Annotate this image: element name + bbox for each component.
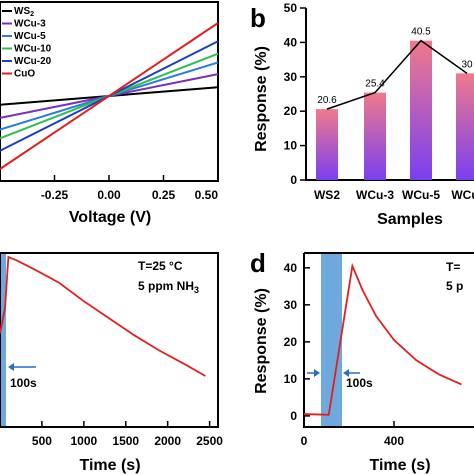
panel-b-y-ticks: 0 10 20 30 40 50	[284, 1, 306, 187]
legend-label-5: CuO	[14, 69, 35, 80]
panel-c-x-label: Time (s)	[79, 457, 140, 474]
b-ytick-label-0: 0	[290, 173, 297, 187]
b-xtick-label-0: WS2	[314, 188, 340, 202]
d-ytick-label-4: 40	[284, 261, 298, 275]
panel-d-y-label: Response (%)	[253, 288, 270, 394]
panel-d-arrowhead-left	[314, 369, 320, 377]
legend-label-3: WCu-10	[14, 44, 52, 55]
d-ytick-label-3: 30	[284, 298, 298, 312]
panel-b-x-ticks: WS2 WCu-3 WCu-5 WCu-	[314, 188, 474, 202]
a-xtick-label-3: 0.50	[195, 188, 219, 202]
b-ytick-label-5: 50	[284, 1, 298, 15]
b-xtick-label-3: WCu-	[451, 188, 474, 202]
bar-value-label-0: 20.6	[317, 95, 337, 106]
panel-d-curve	[303, 262, 462, 416]
response-line	[303, 262, 462, 416]
panel-d-x-ticks: 0400800	[301, 421, 474, 448]
d-ytick-label-0: 0	[290, 409, 297, 423]
response-line	[0, 255, 206, 377]
bar-2	[410, 40, 432, 181]
a-xtick-label-1: 0.00	[97, 188, 121, 202]
panel-d-exposure-label: 100s	[346, 376, 373, 390]
panel-d-x-label: Time (s)	[369, 457, 430, 474]
panel-a-x-label: Voltage (V)	[69, 209, 151, 226]
bar-3	[456, 73, 474, 180]
c-xtick-label-3: 2000	[154, 434, 181, 448]
c-xtick-label-1: 1000	[70, 434, 97, 448]
panel-b: b Response (%) 0 10 20 30 40 50 20.6 25.4 40.5 3…	[250, 1, 474, 228]
bar-0	[316, 109, 338, 180]
b-ytick-label-2: 20	[284, 104, 298, 118]
d-xtick-label-0: 0	[301, 434, 308, 448]
b-xtick-label-1: WCu-3	[356, 188, 394, 202]
b-xtick-label-2: WCu-5	[402, 188, 440, 202]
legend-label-2: WCu-5	[14, 31, 46, 42]
c-xtick-label-2: 1500	[112, 434, 139, 448]
panel-d-letter: d	[250, 248, 266, 278]
panel-d-arrowhead-right	[343, 369, 349, 377]
b-ytick-label-1: 10	[284, 139, 298, 153]
panel-b-x-label: Samples	[377, 211, 443, 228]
panel-d-temperature: T=	[446, 260, 460, 274]
legend-label-4: WCu-20	[14, 56, 52, 67]
b-ytick-label-4: 40	[284, 35, 298, 49]
panel-c-exposure-band	[0, 253, 6, 427]
panel-c-arrowhead	[8, 363, 14, 371]
panel-c: T=25 °C 5 ppm NH3 100s 500 1000 1500 2000 25…	[0, 252, 223, 474]
panel-c-x-ticks: 500 1000 1500 2000 2500	[32, 421, 223, 448]
panel-a-x-ticks: -0.25 0.00 0.25 0.50	[41, 175, 219, 202]
panel-b-y-label: Response (%)	[253, 46, 270, 152]
panel-a-iv-lines	[0, 22, 219, 170]
iv-line-5	[0, 22, 219, 170]
d-xtick-label-1: 400	[384, 434, 404, 448]
panel-c-frame	[0, 252, 219, 428]
panel-d: d Response (%) 0 10 20 30 40 T= 5 p 100s 0 40…	[250, 248, 474, 474]
bar-value-label-1: 25.4	[365, 79, 385, 90]
bar-value-label-3: 30	[461, 59, 473, 70]
legend-label-0: WS2	[14, 6, 34, 18]
panel-c-gas: 5 ppm NH3	[138, 279, 199, 295]
d-ytick-label-1: 10	[284, 372, 298, 386]
panel-c-exposure-label: 100s	[10, 376, 37, 390]
panel-d-y-ticks: 0 10 20 30 40	[284, 261, 310, 423]
panel-d-exposure-band	[321, 253, 342, 427]
legend-label-1: WCu-3	[14, 19, 46, 30]
c-xtick-label-0: 500	[32, 434, 52, 448]
panel-c-temperature: T=25 °C	[138, 259, 183, 273]
bar-value-label-2: 40.5	[411, 27, 431, 38]
a-xtick-label-0: -0.25	[41, 188, 69, 202]
d-ytick-label-2: 20	[284, 335, 298, 349]
bar-1	[364, 92, 386, 180]
b-ytick-label-3: 30	[284, 70, 298, 84]
panel-b-letter: b	[250, 3, 266, 33]
c-xtick-label-4: 2500	[196, 434, 223, 448]
bar-trend-line	[326, 39, 468, 110]
panel-b-bars: 20.6 25.4 40.5 30	[316, 27, 474, 181]
a-xtick-label-2: 0.25	[152, 188, 176, 202]
panel-c-curve	[0, 255, 206, 377]
panel-d-gas: 5 p	[446, 279, 463, 293]
